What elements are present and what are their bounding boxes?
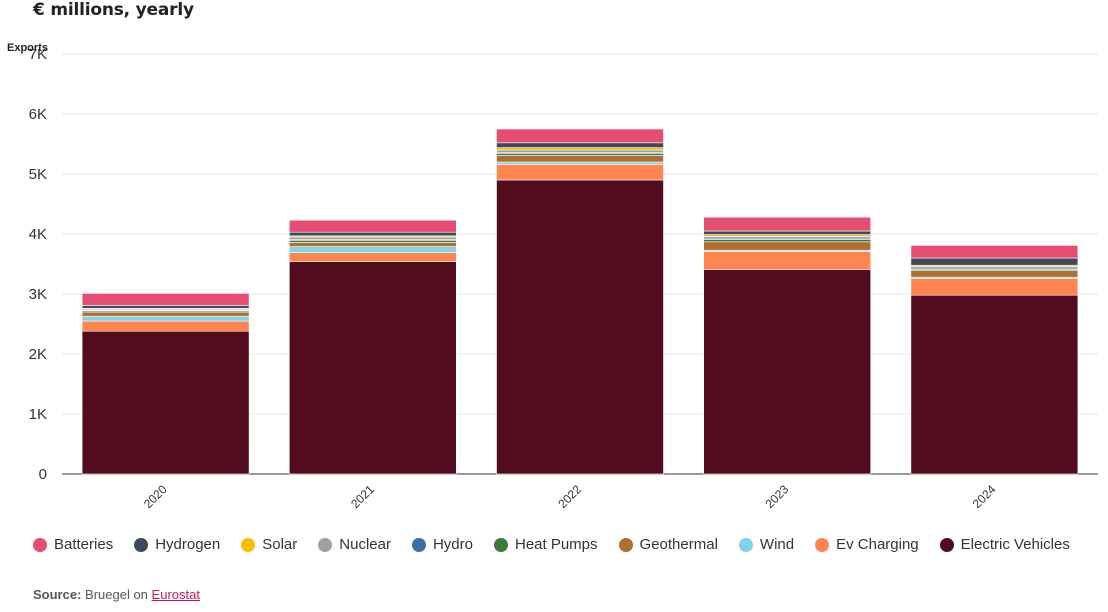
- bar-segment-wind-2021[interactable]: [288, 246, 457, 253]
- legend: Batteries Hydrogen Solar Nuclear Hydro Heat P…: [33, 536, 1103, 553]
- legend-label: Ev Charging: [836, 536, 919, 553]
- bar-segment-ev-charging-2021[interactable]: [288, 252, 457, 262]
- y-tick-label: 0: [39, 466, 47, 483]
- legend-label: Batteries: [54, 536, 114, 553]
- bar-segment-ev-charging-2024[interactable]: [910, 278, 1079, 296]
- bar-segment-wind-2020[interactable]: [81, 315, 250, 322]
- bar-segment-electric-vehicles-2020[interactable]: [81, 330, 250, 475]
- bars: [81, 128, 1079, 475]
- legend-swatch: [493, 537, 508, 552]
- bar-segment-geothermal-2020[interactable]: [81, 311, 250, 317]
- legend-item-geothermal[interactable]: Geothermal: [618, 536, 718, 553]
- bar-segment-batteries-2024[interactable]: [910, 245, 1079, 259]
- bar-segment-geothermal-2022[interactable]: [496, 155, 664, 163]
- bar-segment-hydrogen-2023[interactable]: [703, 230, 872, 235]
- bar-segment-ev-charging-2023[interactable]: [703, 251, 872, 270]
- bar-segment-electric-vehicles-2021[interactable]: [288, 261, 457, 475]
- x-tick-label: 2024: [970, 482, 999, 511]
- y-tick-label: 3K: [29, 286, 47, 303]
- x-axis-ticks: 2020 2021 2022 2023 2024: [141, 482, 999, 511]
- legend-swatch: [815, 537, 830, 552]
- bar-segment-electric-vehicles-2023[interactable]: [703, 269, 872, 475]
- bar-segment-ev-charging-2022[interactable]: [496, 164, 664, 181]
- source-label: Source:: [33, 587, 82, 602]
- y-tick-label: 4K: [29, 226, 47, 243]
- bar-segment-geothermal-2024[interactable]: [910, 270, 1079, 278]
- legend-label: Electric Vehicles: [960, 536, 1070, 553]
- x-tick-label: 2021: [348, 482, 377, 511]
- legend-swatch: [939, 537, 954, 552]
- bar-segment-hydrogen-2022[interactable]: [496, 142, 664, 148]
- x-tick-label: 2023: [763, 482, 792, 511]
- bar-segment-electric-vehicles-2022[interactable]: [496, 179, 664, 475]
- bar-segment-solar-2022[interactable]: [496, 147, 664, 151]
- legend-label: Wind: [759, 536, 795, 553]
- legend-item-electric-vehicles[interactable]: Electric Vehicles: [939, 536, 1070, 553]
- legend-item-hydro[interactable]: Hydro: [411, 536, 473, 553]
- bar-segment-batteries-2020[interactable]: [81, 293, 250, 306]
- legend-label: Hydrogen: [155, 536, 221, 553]
- chart-title: € millions, yearly: [33, 0, 194, 20]
- stacked-bar-chart: 0 1K 2K 3K 4K 5K 6K 7K 2020 2021 2022 2023 2024 Exp…: [7, 42, 1098, 511]
- bar-segment-hydrogen-2020[interactable]: [81, 305, 250, 309]
- bar-segment-batteries-2021[interactable]: [288, 219, 457, 233]
- bar-segment-nuclear-2022[interactable]: [496, 149, 664, 153]
- legend-swatch: [318, 537, 333, 552]
- y-tick-label: 7K: [29, 46, 47, 63]
- y-axis-title: Exports: [7, 42, 48, 54]
- bar-segment-hydrogen-2021[interactable]: [288, 231, 457, 237]
- bar-segment-ev-charging-2020[interactable]: [81, 320, 250, 332]
- y-tick-label: 5K: [29, 166, 47, 183]
- eurostat-link[interactable]: Eurostat: [151, 587, 200, 602]
- y-tick-label: 6K: [29, 106, 47, 123]
- legend-item-hydrogen[interactable]: Hydrogen: [134, 536, 220, 553]
- bar-segment-batteries-2023[interactable]: [703, 216, 872, 232]
- legend-swatch: [33, 537, 47, 552]
- legend-swatch: [241, 537, 256, 552]
- y-axis-ticks: 0 1K 2K 3K 4K 5K 6K 7K: [29, 46, 47, 483]
- x-tick-label: 2022: [555, 482, 584, 511]
- legend-label: Heat Pumps: [514, 536, 598, 553]
- y-tick-label: 2K: [29, 346, 47, 363]
- legend-label: Solar: [262, 536, 298, 553]
- legend-swatch: [411, 537, 426, 552]
- bar-segment-nuclear-2021[interactable]: [288, 236, 457, 240]
- legend-item-wind[interactable]: Wind: [738, 536, 795, 553]
- legend-label: Hydro: [432, 536, 473, 553]
- legend-swatch: [738, 537, 753, 552]
- bar-segment-wind-2022[interactable]: [496, 161, 664, 165]
- bar-segment-geothermal-2021[interactable]: [288, 242, 457, 247]
- bar-segment-batteries-2022[interactable]: [496, 128, 664, 144]
- bar-segment-hydrogen-2024[interactable]: [910, 257, 1079, 266]
- legend-swatch: [134, 537, 149, 552]
- legend-label: Geothermal: [639, 536, 718, 553]
- legend-label: Nuclear: [339, 536, 391, 553]
- x-tick-label: 2020: [141, 482, 170, 511]
- legend-swatch: [618, 537, 633, 552]
- source-note: Source: Bruegel on Eurostat: [33, 587, 200, 602]
- bar-segment-geothermal-2023[interactable]: [703, 241, 872, 251]
- y-tick-label: 1K: [29, 406, 47, 423]
- legend-item-nuclear[interactable]: Nuclear: [318, 536, 391, 553]
- legend-item-heat-pumps[interactable]: Heat Pumps: [493, 536, 598, 553]
- legend-item-batteries[interactable]: Batteries: [33, 536, 113, 553]
- bar-segment-heat-pumps-2023[interactable]: [703, 239, 872, 243]
- source-text: Bruegel on: [85, 587, 148, 602]
- legend-item-ev-charging[interactable]: Ev Charging: [815, 536, 919, 553]
- bar-segment-electric-vehicles-2024[interactable]: [910, 294, 1079, 475]
- legend-item-solar[interactable]: Solar: [241, 536, 297, 553]
